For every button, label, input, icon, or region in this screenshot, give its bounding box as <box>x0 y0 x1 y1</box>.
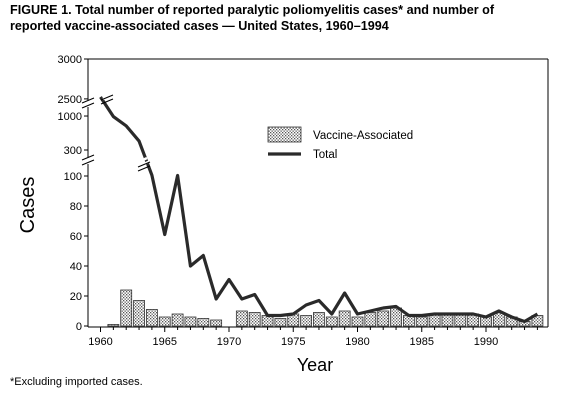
y-axis-label: Cases <box>17 177 39 234</box>
y-tick-label-3000: 3000 <box>58 54 82 66</box>
y-tick-label-2500: 2500 <box>58 94 82 106</box>
axes-layer: 0 20 40 60 80 100 300 1000 2500 3000 1960 1965 1970 1… <box>58 54 549 348</box>
bar-1966 <box>171 313 184 327</box>
bar-1965 <box>158 316 171 327</box>
footnote: *Excluding imported cases. <box>10 376 143 388</box>
legend-label-total: Total <box>313 149 337 161</box>
x-tick-label-1975: 1975 <box>281 336 305 348</box>
bar-1961 <box>107 324 120 327</box>
bar-1964 <box>145 309 158 327</box>
bar-1968 <box>197 318 210 327</box>
y-tick-label-80: 80 <box>70 201 82 213</box>
bar-1969 <box>210 319 223 327</box>
legend: Vaccine-Associated Total <box>267 126 413 161</box>
y-tick-label-300: 300 <box>64 145 82 157</box>
bar-1976 <box>300 315 313 327</box>
bar-1981 <box>364 312 377 327</box>
y-tick-label-20: 20 <box>70 291 82 303</box>
x-tick-label-1960: 1960 <box>88 336 112 348</box>
x-tick-label-1965: 1965 <box>153 336 177 348</box>
line-break-slash-1 <box>100 94 114 101</box>
axis-break-2a <box>81 154 95 161</box>
x-axis-label: Year <box>297 355 333 375</box>
bar-1982 <box>377 310 390 327</box>
bar-1987 <box>441 313 454 327</box>
y-tick-label-1000: 1000 <box>58 111 82 123</box>
line-break-gap-2 <box>136 156 148 165</box>
figure-title-line-1: FIGURE 1. Total number of reported paral… <box>10 3 495 17</box>
line-break-slash-3 <box>137 161 151 168</box>
legend-label-vaccine: Vaccine-Associated <box>313 130 413 142</box>
line-break-slash-2 <box>100 98 114 105</box>
y-tick-label-40: 40 <box>70 261 82 273</box>
y-tick-label-0: 0 <box>76 321 82 333</box>
x-tick-label-1970: 1970 <box>217 336 241 348</box>
axis-break-1b <box>81 102 95 109</box>
bar-1967 <box>184 316 197 327</box>
bar-1978 <box>325 316 338 327</box>
bar-1963 <box>133 300 145 327</box>
figure-title: FIGURE 1. Total number of reported paral… <box>10 2 578 34</box>
x-tick-label-1990: 1990 <box>474 336 498 348</box>
bar-1977 <box>313 312 325 327</box>
bar-1972 <box>248 312 261 327</box>
line-layer <box>99 92 539 324</box>
bar-1979 <box>338 310 351 327</box>
bar-1988 <box>454 313 467 327</box>
figure-title-line-2: reported vaccine-associated cases — Unit… <box>10 19 389 33</box>
x-tick-label-1985: 1985 <box>410 336 434 348</box>
bar-1985 <box>415 316 428 327</box>
axis-break-1a <box>81 97 95 104</box>
x-tick-label-1980: 1980 <box>345 336 369 348</box>
bar-1971 <box>235 310 248 327</box>
axis-break-2b <box>81 159 95 166</box>
bar-1962 <box>120 289 133 327</box>
y-tick-label-100: 100 <box>64 171 82 183</box>
bar-1974 <box>274 318 287 327</box>
legend-swatch-vaccine <box>267 126 302 143</box>
y-tick-label-60: 60 <box>70 231 82 243</box>
bar-1980 <box>351 316 364 327</box>
line-break-slash-4 <box>137 165 151 172</box>
